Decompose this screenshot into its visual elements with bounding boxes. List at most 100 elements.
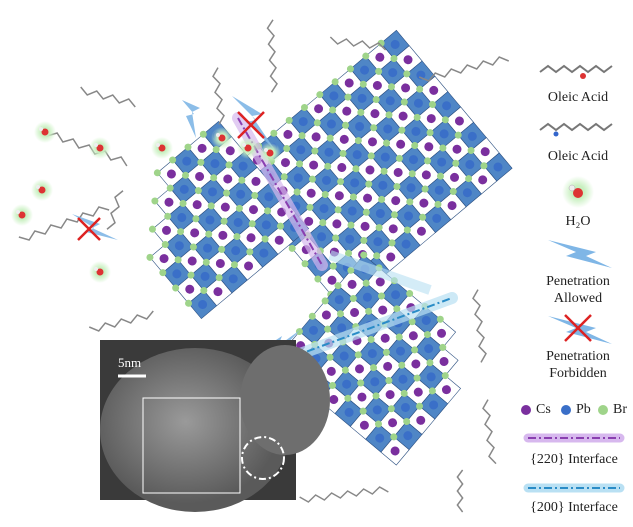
cs-atom [378,305,388,315]
pb-atom [172,269,182,279]
oleic-chain [299,486,389,503]
br-atom [276,222,284,230]
br-atom [357,108,365,116]
br-atom [406,290,414,298]
br-atom [354,137,362,145]
pb-atom [200,271,210,281]
pb-atom [380,152,390,162]
br-atom [169,156,177,164]
cs-atom [342,106,352,116]
oleic-chain [482,399,497,465]
br-atom [413,374,421,382]
br-atom [398,361,406,369]
br-atom [177,228,185,236]
br-atom [359,80,367,88]
pb-atom [413,98,423,108]
pb-atom [434,185,444,195]
pb-atom [437,157,447,167]
br-atom [296,160,304,168]
legend-label: {200} Interface [530,500,618,515]
br-atom [390,433,398,441]
br-atom [218,245,226,253]
br-atom [439,144,447,152]
oleic-chain [80,86,136,108]
legend-label: Forbidden [549,366,607,381]
br-atom [454,131,462,139]
br-atom [365,180,373,188]
pb-atom [401,239,411,249]
br-atom [393,305,401,313]
br-atom [347,221,355,229]
br-atom [365,307,373,315]
br-atom [174,256,182,264]
br-atom [311,147,319,155]
br-atom [308,175,316,183]
br-atom [197,158,205,166]
cs-atom [321,310,331,320]
cs-atom [391,196,401,206]
br-atom [298,132,306,140]
cs-atom [339,134,349,144]
br-atom [151,197,159,205]
pb-atom [396,346,406,356]
br-atom [411,142,419,150]
cs-atom [375,52,385,62]
cs-atom [390,446,400,456]
pb-atom [177,213,187,223]
br-atom [192,215,200,223]
cs-atom [370,109,380,119]
br-dot [598,405,608,415]
br-atom [426,359,434,367]
br-atom [182,171,190,179]
br-atom [398,126,406,134]
br-atom [179,199,187,207]
cs-atom [360,221,370,231]
br-atom [408,170,416,178]
br-atom [375,224,383,232]
cs-atom [452,144,462,154]
br-atom [301,260,309,268]
br-atom [172,284,180,292]
cs-atom [332,219,342,229]
br-atom [347,266,355,274]
br-atom [202,258,210,266]
cs-atom [311,132,321,142]
oxygen [38,186,46,194]
cs-atom [344,78,354,88]
br-atom [357,379,365,387]
pb-atom [264,192,274,202]
pb-atom [207,187,217,197]
pb-atom [426,372,436,382]
pb-atom [334,295,344,305]
legend-label: Oleic Acid [548,149,608,164]
br-atom [205,230,213,238]
br-atom [280,173,288,181]
br-atom [400,98,408,106]
br-atom [248,220,256,228]
pb-atom [344,407,354,417]
cs-atom [306,188,316,198]
pb-atom [378,180,388,190]
pb-atom [236,189,246,199]
pb-atom [233,217,243,227]
cs-atom [365,165,375,175]
pb-atom [352,150,362,160]
cs-atom [398,111,408,121]
br-atom [406,198,414,206]
pb-atom [391,290,401,300]
cs-atom [396,139,406,149]
pb-atom [385,96,395,106]
cs-atom [375,277,385,287]
lattice-domain [146,120,310,320]
cs-atom [280,158,290,168]
pb-atom [462,188,472,198]
br-atom [313,119,321,127]
pb-atom [205,215,215,225]
cs-atom [439,356,449,366]
pb-atom [406,183,416,193]
br-atom [416,402,424,410]
oxygen [244,144,252,152]
br-atom [426,129,434,137]
br-atom [349,193,357,201]
cs-atom [454,116,464,126]
